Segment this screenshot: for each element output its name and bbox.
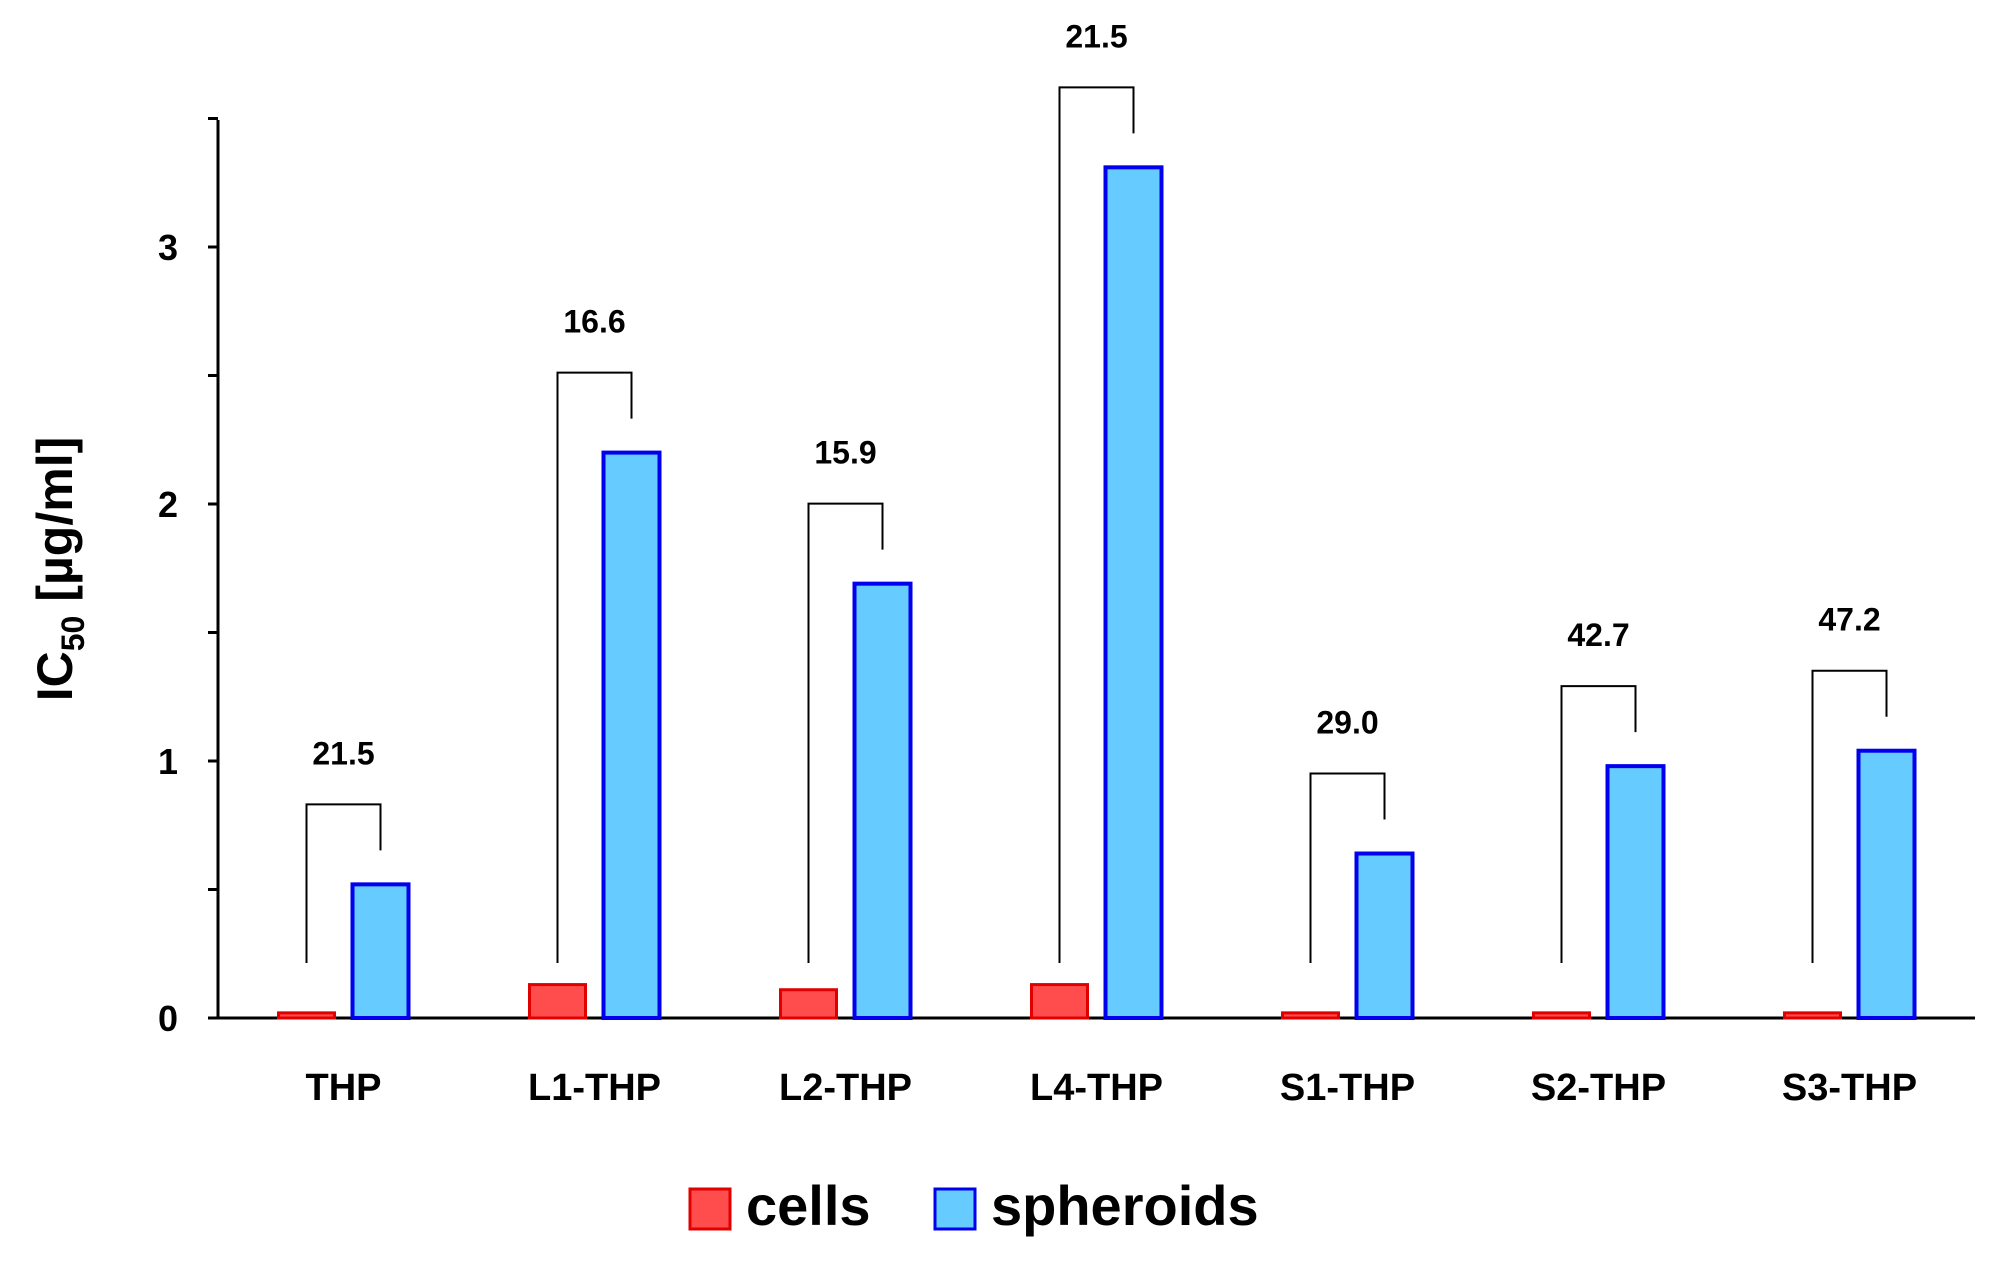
legend-swatch-cells bbox=[688, 1187, 732, 1231]
y-tick-label: 1 bbox=[158, 741, 178, 782]
category-label: S1-THP bbox=[1280, 1067, 1415, 1109]
category-label: L1-THP bbox=[528, 1067, 661, 1109]
y-tick-label: 0 bbox=[158, 998, 178, 1039]
y-tick-label: 3 bbox=[158, 227, 178, 268]
bar-spheroids-l1-thp bbox=[601, 450, 662, 1021]
y-tick-label: 2 bbox=[158, 484, 178, 525]
bar-cells-l2-thp bbox=[779, 988, 838, 1020]
bar-spheroids-l2-thp bbox=[852, 581, 913, 1020]
category-label: L2-THP bbox=[779, 1067, 912, 1109]
bar-cells-l1-thp bbox=[528, 983, 587, 1020]
legend-label-spheroids: spheroids bbox=[991, 1174, 1259, 1237]
ratio-bracket bbox=[1309, 772, 1386, 963]
ratio-bracket bbox=[556, 371, 633, 963]
ratio-label: 47.2 bbox=[1818, 602, 1880, 638]
ratio-bracket bbox=[1560, 685, 1637, 963]
axes: 0 1 2 3 IC50 [µg/ml] bbox=[27, 117, 1975, 1039]
bars bbox=[277, 165, 1917, 1021]
y-axis-label-main: IC bbox=[27, 651, 83, 701]
ratio-label: 15.9 bbox=[814, 435, 876, 471]
ratio-label: 16.6 bbox=[563, 304, 625, 340]
bar-cells-l4-thp bbox=[1030, 983, 1089, 1020]
bar-spheroids-thp bbox=[350, 882, 411, 1020]
bar-cells-thp bbox=[277, 1011, 336, 1020]
ratio-label: 21.5 bbox=[312, 735, 374, 771]
category-label: L4-THP bbox=[1030, 1067, 1163, 1109]
y-axis-label-unit: [µg/ml] bbox=[27, 437, 83, 602]
bar-spheroids-s3-thp bbox=[1856, 748, 1917, 1020]
bar-cells-s1-thp bbox=[1281, 1011, 1340, 1020]
legend-label-cells: cells bbox=[746, 1174, 871, 1237]
category-label: S2-THP bbox=[1531, 1067, 1666, 1109]
ratio-label: 42.7 bbox=[1567, 617, 1629, 653]
labels: THP 21.5 L1-THP 16.6 L2-THP 15.9 L4-THP 21.5 S1-… bbox=[306, 18, 1918, 1109]
ratio-label: 21.5 bbox=[1065, 18, 1127, 54]
bar-cells-s2-thp bbox=[1532, 1011, 1591, 1020]
category-label: S3-THP bbox=[1782, 1067, 1917, 1109]
legend-swatch-spheroids bbox=[933, 1187, 977, 1231]
bar-cells-s3-thp bbox=[1783, 1011, 1842, 1020]
ratio-bracket bbox=[305, 803, 382, 963]
y-axis-label: IC50 [µg/ml] bbox=[27, 437, 91, 702]
bar-spheroids-s2-thp bbox=[1605, 764, 1666, 1021]
ratio-label: 29.0 bbox=[1316, 705, 1378, 741]
bar-spheroids-l4-thp bbox=[1103, 165, 1164, 1020]
ratio-brackets bbox=[305, 86, 1888, 963]
category-label: THP bbox=[306, 1067, 382, 1109]
ratio-bracket bbox=[1058, 86, 1135, 963]
y-axis-label-subscript: 50 bbox=[55, 616, 91, 652]
ratio-bracket bbox=[1811, 669, 1888, 963]
bar-spheroids-s1-thp bbox=[1354, 851, 1415, 1021]
ratio-bracket bbox=[807, 502, 884, 963]
legend: cells spheroids bbox=[688, 1174, 1259, 1237]
